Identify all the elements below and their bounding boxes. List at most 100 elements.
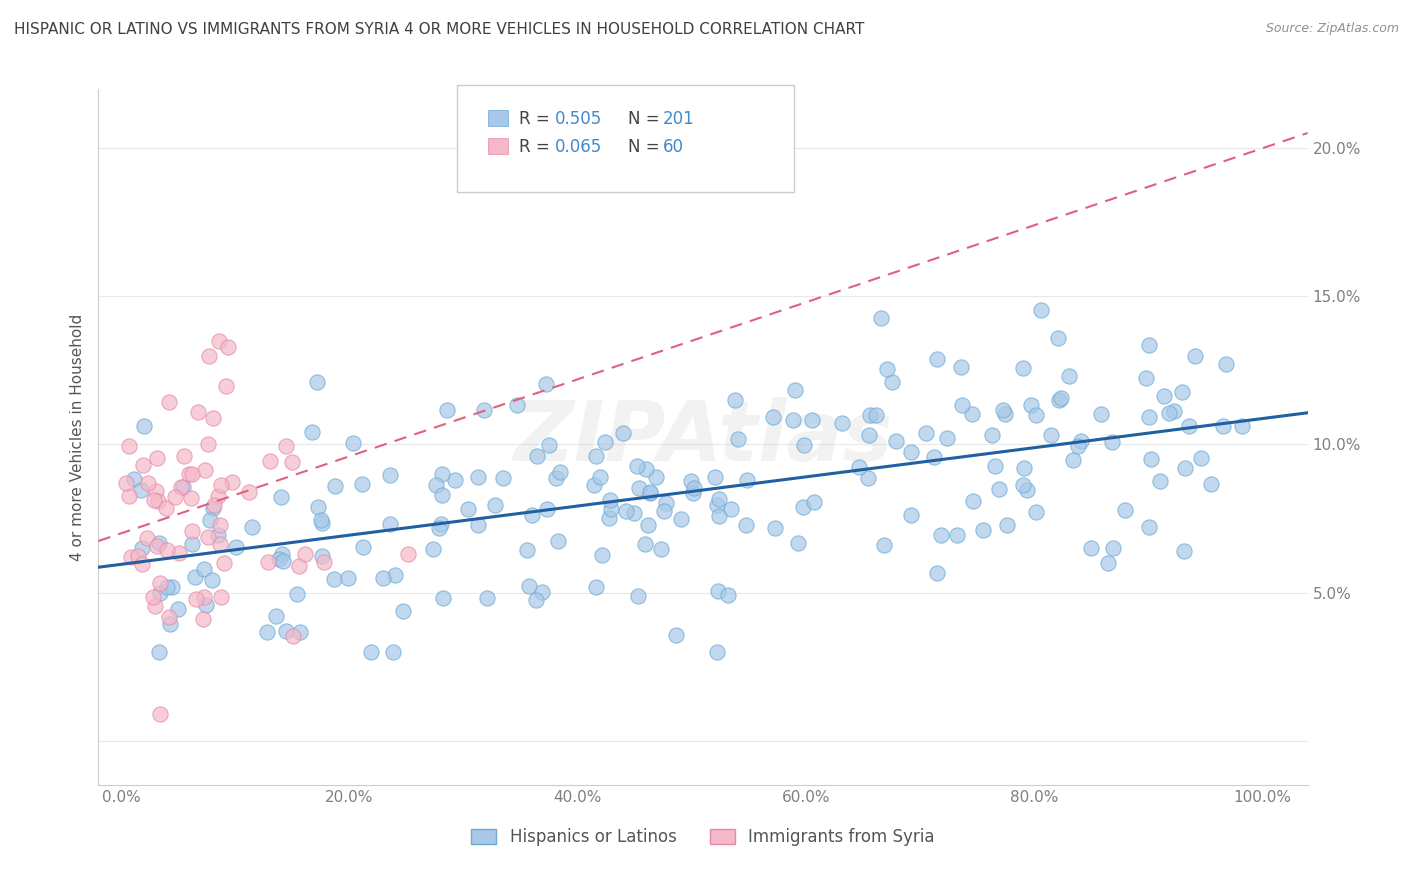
Point: [530, 585, 553, 599]
Point: [924, 450, 946, 465]
Point: [591, 548, 613, 562]
Point: [209, 590, 232, 604]
Point: [209, 477, 232, 491]
Point: [422, 542, 444, 557]
Point: [193, 562, 215, 576]
Point: [197, 349, 219, 363]
Point: [598, 511, 620, 525]
Point: [993, 407, 1015, 421]
Point: [360, 645, 382, 659]
Point: [720, 501, 742, 516]
Point: [195, 599, 218, 613]
Point: [457, 501, 479, 516]
Point: [1137, 410, 1160, 425]
Point: [270, 547, 292, 561]
Point: [159, 617, 181, 632]
Point: [202, 501, 225, 516]
Point: [207, 489, 229, 503]
Point: [865, 408, 887, 422]
Point: [792, 500, 814, 514]
Point: [585, 450, 607, 464]
Point: [373, 571, 395, 585]
Point: [925, 351, 948, 366]
Point: [1114, 502, 1136, 516]
Point: [177, 467, 200, 481]
Point: [285, 587, 308, 601]
Point: [869, 310, 891, 325]
Point: [475, 591, 498, 605]
Point: [534, 376, 557, 391]
Text: 0.505: 0.505: [554, 110, 602, 128]
Point: [627, 589, 650, 603]
Point: [682, 486, 704, 500]
Point: [1157, 406, 1180, 420]
Point: [626, 458, 648, 473]
Point: [925, 566, 948, 581]
Point: [378, 467, 401, 482]
Point: [156, 543, 179, 558]
Point: [142, 492, 165, 507]
Point: [589, 470, 612, 484]
Point: [706, 645, 728, 659]
Point: [194, 463, 217, 477]
Text: R =: R =: [519, 110, 555, 128]
Point: [259, 454, 281, 468]
Point: [1149, 474, 1171, 488]
Point: [155, 500, 177, 515]
Point: [207, 528, 229, 542]
Point: [585, 580, 607, 594]
Point: [950, 360, 973, 375]
Point: [1050, 391, 1073, 405]
Point: [735, 473, 758, 487]
Point: [1139, 452, 1161, 467]
Point: [1031, 302, 1053, 317]
Point: [180, 491, 202, 505]
Point: [170, 480, 193, 494]
Point: [516, 542, 538, 557]
Point: [727, 433, 749, 447]
Point: [1163, 404, 1185, 418]
Point: [1101, 434, 1123, 449]
Point: [681, 475, 703, 489]
Point: [143, 599, 166, 613]
Point: [1232, 419, 1254, 434]
Point: [294, 547, 316, 561]
Point: [972, 523, 994, 537]
Point: [432, 591, 454, 605]
Point: [271, 554, 294, 568]
Point: [492, 470, 515, 484]
Point: [283, 629, 305, 643]
Point: [443, 473, 465, 487]
Point: [146, 493, 169, 508]
Point: [1012, 360, 1035, 375]
Point: [146, 451, 169, 466]
Point: [135, 531, 157, 545]
Point: [129, 483, 152, 497]
Point: [734, 518, 756, 533]
Point: [884, 434, 907, 448]
Point: [193, 591, 215, 605]
Point: [1017, 483, 1039, 498]
Point: [707, 584, 730, 599]
Point: [209, 537, 232, 551]
Point: [269, 551, 291, 566]
Point: [146, 539, 169, 553]
Point: [704, 470, 727, 484]
Point: [430, 467, 453, 481]
Point: [467, 518, 489, 533]
Point: [1135, 370, 1157, 384]
Point: [352, 541, 374, 555]
Point: [225, 540, 247, 554]
Point: [654, 504, 676, 518]
Text: 0.065: 0.065: [554, 138, 602, 156]
Point: [858, 408, 880, 422]
Point: [1080, 541, 1102, 555]
Point: [1215, 357, 1237, 371]
Point: [1025, 409, 1047, 423]
Point: [209, 518, 232, 533]
Point: [197, 436, 219, 450]
Text: ZIPAtlas: ZIPAtlas: [513, 397, 893, 477]
Point: [149, 586, 172, 600]
Point: [181, 537, 204, 551]
Point: [1201, 477, 1223, 491]
